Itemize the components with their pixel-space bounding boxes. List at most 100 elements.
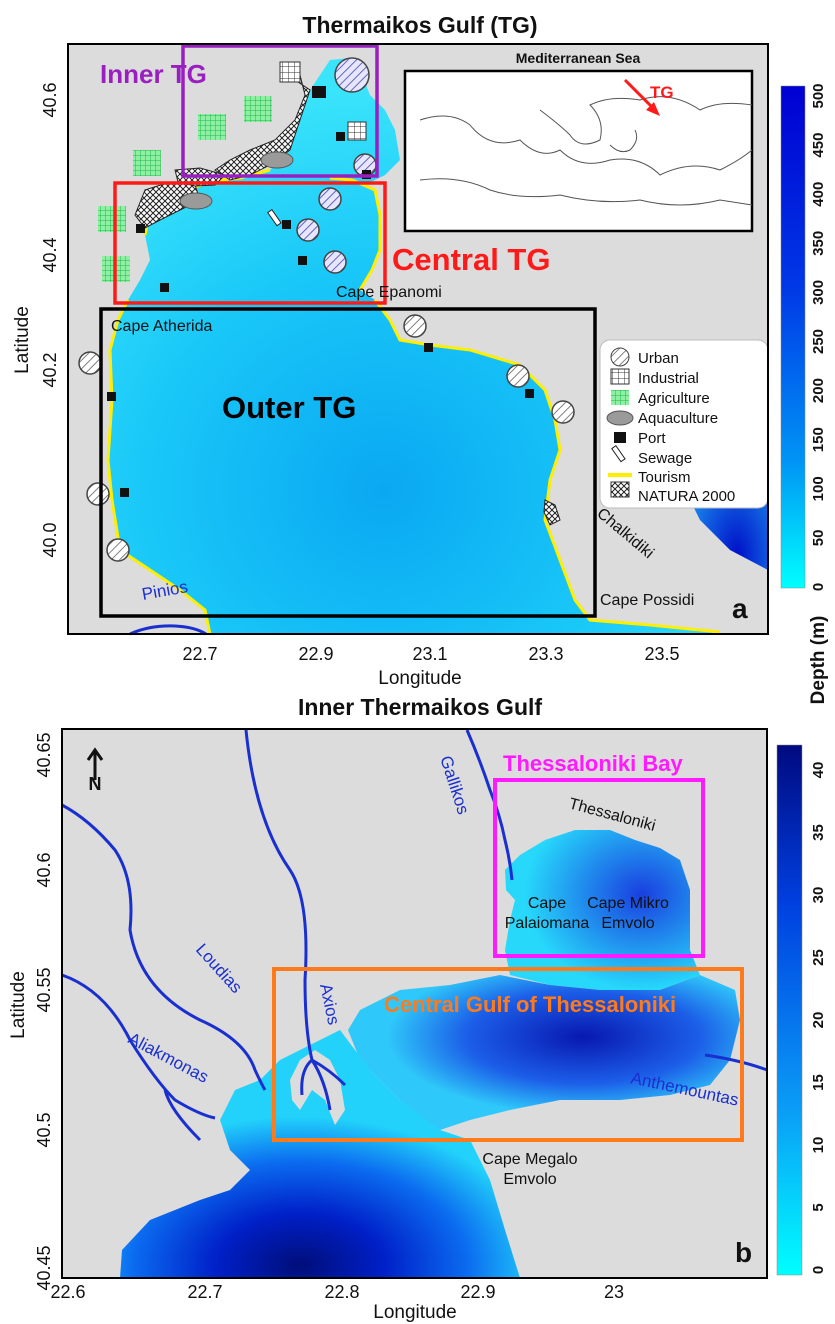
y-tick: 40.6 [40,82,60,117]
anthemountas-river [704,1053,768,1072]
x-tick: 22.9 [298,644,333,664]
central-tg-label: Central TG [392,242,550,277]
panel-a: Thermaikos Gulf (TG) [12,12,827,689]
cape-palaiomana-line-1: Cape [528,895,566,912]
cape-megalo-line-1: Cape Megalo [482,1151,577,1168]
sewage-marker [267,209,282,227]
panel-b: Inner Thermaikos Gulf Thessaloniki Bay C… [8,694,827,1323]
panel-a-sea [108,58,720,634]
panel-a-frame [67,43,769,635]
cape-palaiomana-line-2: Palaiomana [505,915,590,932]
thessaloniki-bay-label: Thessaloniki Bay [503,751,684,776]
cape-mikro-line-1: Cape Mikro [587,895,669,912]
legend-label: NATURA 2000 [638,488,735,505]
outer-deep-sea [120,1030,520,1278]
legend-label: Aquaculture [638,410,718,427]
inset-marker-label: TG [650,83,674,102]
inner-tg-label: Inner TG [100,59,207,89]
aliakmonas-river [61,973,216,1142]
colorbar-tick: 150 [810,427,827,452]
colorbar-tick: 300 [810,280,827,305]
x-tick: 22.9 [460,1282,495,1302]
y-tick: 40.65 [34,732,54,777]
legend-label: Sewage [638,450,692,467]
panel-b-frame [61,728,768,1279]
gallikos-river [465,729,514,881]
colorbar-tick: 10 [810,1137,827,1154]
colorbar-b: 0 5 10 15 20 25 30 35 40 [776,744,827,1276]
natura-area-4 [543,499,561,526]
industrial-grid-icon [610,368,630,385]
y-tick: 40.0 [40,522,60,557]
colorbar-tick: 250 [810,329,827,354]
colorbar-tick: 500 [810,83,827,108]
legend-label: Tourism [638,469,691,486]
colorbar-tick: 40 [810,762,827,779]
natura-area-1 [214,69,311,181]
colorbar-tick: 100 [810,476,827,501]
legend-label: Port [638,430,666,447]
agriculture-green-square-icon [611,390,629,405]
thessaloniki-bay-box [493,778,705,958]
x-tick: 22.8 [324,1282,359,1302]
central-gulf-sea [348,975,740,1130]
colorbar-tick: 20 [810,1012,827,1029]
y-tick: 40.5 [34,1112,54,1147]
panel-b-ylabel: Latitude [8,971,29,1039]
x-tick: 22.6 [50,1282,85,1302]
y-tick: 40.45 [34,1245,54,1290]
cape-megalo-line-2: Emvolo [503,1171,556,1188]
tourism-coastline [106,299,212,635]
thessaloniki-bay-sea [505,830,700,990]
x-tick: 23.1 [412,644,447,664]
sewage-pipe-icon [611,445,626,463]
panel-b-xlabel: Longitude [373,1302,456,1323]
cape-atherida-label: Cape Atherida [111,318,213,335]
cape-mikro-line-2: Emvolo [601,915,654,932]
aquaculture-gray-ellipse-icon [606,410,634,426]
colorbar-tick: 50 [810,530,827,547]
colorbar-tick: 450 [810,133,827,158]
colorbar-tick: 25 [810,949,827,966]
colorbar-tick: 200 [810,378,827,403]
outer-tg-label: Outer TG [222,390,356,425]
x-tick: 22.7 [187,1282,222,1302]
loudias-river [61,803,267,1091]
aquaculture-markers [179,151,294,210]
colorbar-tick: 5 [810,1203,827,1211]
x-tick: 23.5 [644,644,679,664]
rivers [61,729,768,1142]
y-tick: 40.2 [40,352,60,387]
inner-tg-box [181,44,379,178]
colorbar-tick: 400 [810,182,827,207]
colorbar-tick: 35 [810,824,827,841]
panel-b-title: Inner Thermaikos Gulf [298,694,542,720]
port-black-square-icon [614,432,626,443]
pinios-river [129,624,207,636]
depth-label: Depth (m) [808,616,829,705]
outer-tg-box [99,307,597,618]
x-tick: 22.7 [182,644,217,664]
y-tick: 40.4 [40,237,60,272]
cape-possidi-label: Cape Possidi [600,592,694,609]
inset-map: Mediterranean Sea TG [403,50,754,233]
colorbar-tick: 350 [810,231,827,256]
panel-a-x-ticks: 22.7 22.9 23.1 23.3 23.5 [182,644,679,664]
legend-label: Industrial [638,370,699,387]
axios-river [244,729,347,1111]
tourism-coastline-east [373,299,721,634]
legend-label: Agriculture [638,390,710,407]
natura-crosshatch-icon [610,481,630,498]
legend: Urban Industrial Agriculture Aquaculture… [599,339,769,509]
colorbar-tick: 30 [810,887,827,904]
colorbar-tick: 0 [810,1266,827,1274]
panel-a-y-ticks: 40.0 40.2 40.4 40.6 [40,82,60,557]
panel-a-title: Thermaikos Gulf (TG) [302,12,537,38]
north-label: N [89,774,102,794]
colorbar-a: 0 50 100 150 200 250 300 350 400 450 500 [780,83,827,591]
x-tick: 23 [604,1282,624,1302]
panel-a-ylabel: Latitude [12,306,33,374]
central-tg-box [113,181,387,305]
panel-a-letter: a [732,593,748,624]
